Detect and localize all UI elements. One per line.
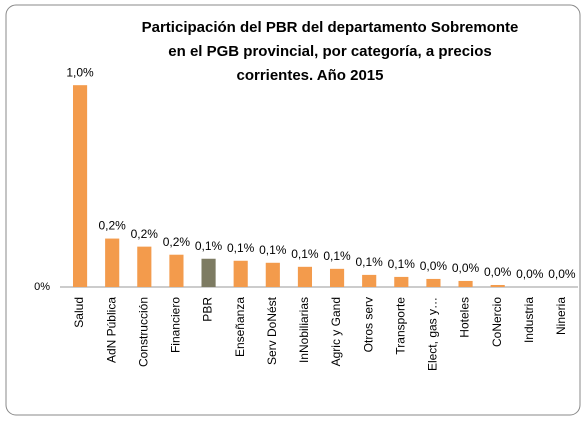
value-label: 0,1% <box>259 243 287 257</box>
value-label: 0,1% <box>291 247 319 261</box>
value-label: 1,0% <box>66 65 94 79</box>
x-tick-label: AdN Pública <box>104 297 118 363</box>
bar <box>297 266 313 287</box>
value-label: 0,0% <box>516 267 544 281</box>
bar <box>458 280 473 287</box>
value-label: 0,1% <box>323 249 351 263</box>
bar <box>201 258 216 287</box>
value-label: 0,0% <box>452 261 480 275</box>
value-label: 0,0% <box>548 267 576 281</box>
value-label: 0,0% <box>420 259 448 273</box>
bar <box>169 254 184 287</box>
bar <box>362 274 377 287</box>
chart-title: corrientes. Año 2015 <box>236 67 383 84</box>
value-label: 0,1% <box>356 255 384 269</box>
chart-title: Participación del PBR del departamento S… <box>142 19 519 36</box>
x-tick-label: Hoteles <box>458 297 472 338</box>
bar <box>105 238 120 287</box>
y-tick-label: 0% <box>34 281 50 293</box>
value-label: 0,2% <box>99 219 127 233</box>
bar <box>426 278 441 287</box>
x-tick-label: Serv DoNést <box>265 296 279 365</box>
value-label: 0,1% <box>388 257 416 271</box>
bar <box>329 268 345 287</box>
x-tick-label: Industria <box>522 297 536 343</box>
x-tick-label: Transporte <box>393 297 407 355</box>
bar <box>72 85 88 287</box>
x-tick-label: CoNercio <box>490 297 504 347</box>
chart-frame <box>5 4 581 416</box>
value-label: 0,0% <box>484 265 512 279</box>
x-tick-label: PBR <box>201 297 215 322</box>
x-tick-label: Construcción <box>136 297 150 367</box>
chart-title: en el PGB provincial, por categoría, a p… <box>168 43 491 60</box>
x-tick-label: Enseñanza <box>233 297 247 357</box>
value-label: 0,2% <box>163 235 191 249</box>
value-label: 0,1% <box>227 241 255 255</box>
bar <box>490 284 505 287</box>
x-tick-label: Elect, gas y… <box>426 297 440 371</box>
x-tick-label: Nineria <box>554 297 568 335</box>
bar <box>394 276 409 287</box>
bar <box>233 260 248 287</box>
x-tick-label: Salud <box>72 297 86 328</box>
x-tick-label: Financiero <box>169 297 183 353</box>
x-tick-label: Agric y Gand <box>329 297 343 366</box>
bar <box>265 262 280 287</box>
bar <box>137 246 152 287</box>
value-label: 0,1% <box>195 239 223 253</box>
x-tick-label: InNobiliarias <box>297 297 311 363</box>
x-tick-label: Otros serv <box>361 297 375 352</box>
value-label: 0,2% <box>131 227 159 241</box>
